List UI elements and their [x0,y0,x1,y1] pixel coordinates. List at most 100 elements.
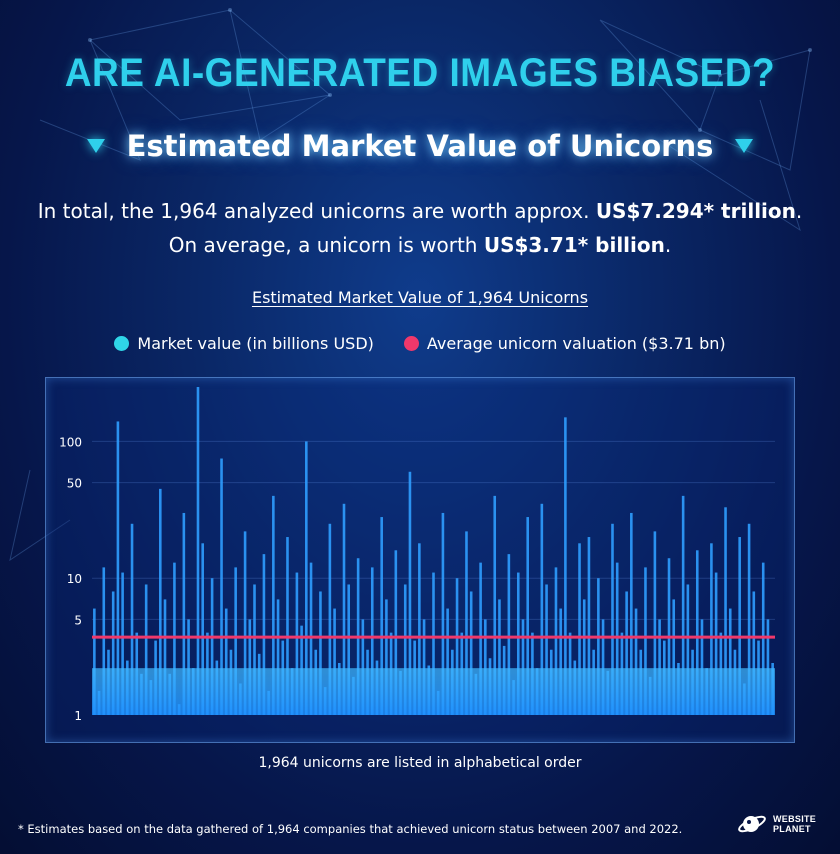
market-value-bar [380,517,383,715]
market-value-bar [597,578,600,715]
market-value-bar [761,562,765,715]
market-value-bar [559,608,562,715]
market-value-bar [653,531,657,715]
market-value-bar [370,567,374,715]
footnote: * Estimates based on the data gathered o… [18,822,683,836]
y-tick-label: 100 [59,435,82,449]
market-value-bar [578,543,581,715]
y-tick-label: 1 [74,709,82,723]
market-value-bar [234,567,237,715]
market-value-bar [102,567,106,715]
market-value-bar [644,567,647,715]
market-value-bar [724,507,727,715]
summary-average-value: US$3.71* billion [483,233,665,257]
market-value-bar [319,591,322,715]
market-value-bar [695,550,699,715]
y-tick-label: 50 [67,477,82,491]
market-value-bar [201,543,204,715]
summary-line-average: On average, a unicorn is worth US$3.71* … [0,233,840,257]
market-value-bar [672,599,676,715]
triangle-down-icon [86,139,105,153]
market-value-bar [144,584,148,715]
summary-total-text: In total, the 1,964 analyzed unicorns ar… [37,199,590,223]
market-value-bar [681,495,685,715]
market-value-bar [305,441,308,715]
market-value-bar [587,537,591,715]
subtitle-row: Estimated Market Value of Unicorns [0,124,840,168]
market-value-bar [286,537,289,715]
market-value-bar [738,537,741,715]
market-value-bar [272,495,275,715]
market-value-bar [686,584,690,715]
market-value-bar [700,619,704,715]
market-value-bar [714,572,718,715]
market-value-bar [93,608,96,715]
bar-chart: 1 5 10 50 100 [59,387,775,723]
summary-average-text: On average, a unicorn is worth [168,233,478,257]
market-value-bar [484,619,487,715]
market-value-bar [111,591,115,715]
market-value-bar [582,599,586,715]
market-value-bar [507,554,511,715]
market-value-bar [196,387,200,715]
market-value-bar [253,584,256,715]
market-value-bar [224,608,228,715]
market-value-bar [173,562,176,715]
market-value-bar [248,619,252,715]
market-value-bar [766,619,770,715]
market-value-bar [262,554,266,715]
market-value-bar [630,512,633,715]
market-value-bar [479,562,482,715]
market-value-bar [361,619,365,715]
market-value-bar [469,591,473,715]
market-value-bar [521,619,525,715]
brand-name-line2: PLANET [773,824,811,834]
bar-base-fill [92,668,775,715]
market-value-bar [159,488,162,715]
triangle-down-icon [735,139,754,153]
market-value-bar [295,572,299,715]
legend-swatch-average [403,336,419,351]
market-value-bar [526,517,530,715]
market-value-bar [446,608,449,715]
market-value-bar [516,572,520,715]
market-value-bar [385,599,388,715]
market-value-bar [418,543,421,715]
market-value-bar [394,550,398,715]
chart-title: Estimated Market Value of 1,964 Unicorns [251,288,589,307]
chart-legend: Market value (in billions USD) Average u… [0,334,840,353]
market-value-bar [540,503,544,715]
legend-label-market-value: Market value (in billions USD) [137,334,374,353]
y-tick-label: 10 [67,572,82,586]
market-value-bar [432,572,435,715]
market-value-bar [403,584,407,715]
main-title: ARE AI-GENERATED IMAGES BIASED? [64,50,776,95]
legend-item-average: Average unicorn valuation ($3.71 bn) [403,334,726,353]
market-value-bar [408,471,412,715]
market-value-bar [422,619,426,715]
market-value-bar [625,591,628,715]
market-value-bar [752,591,756,715]
summary-total-end: . [795,199,803,223]
chart-subtitle: Estimated Market Value of Unicorns [126,129,714,163]
market-value-bar [634,608,638,715]
market-value-bar [276,599,280,715]
market-value-bar [455,578,459,715]
market-value-bar [710,543,713,715]
market-value-bar [347,584,351,715]
market-value-bar [601,619,605,715]
legend-swatch-market-value [114,336,130,351]
market-value-bar [564,417,567,715]
market-value-bar [611,523,614,715]
market-value-bar [121,572,124,715]
market-value-bar [615,562,619,715]
market-value-bar [187,619,190,715]
market-value-bar [116,421,120,715]
y-tick-label: 5 [74,613,82,627]
market-value-bar [747,523,751,715]
market-value-bar [182,512,186,715]
brand-name-line1: WEBSITE [773,814,817,824]
x-axis-caption: 1,964 unicorns are listed in alphabetica… [258,755,582,771]
summary-average-end: . [664,233,672,257]
